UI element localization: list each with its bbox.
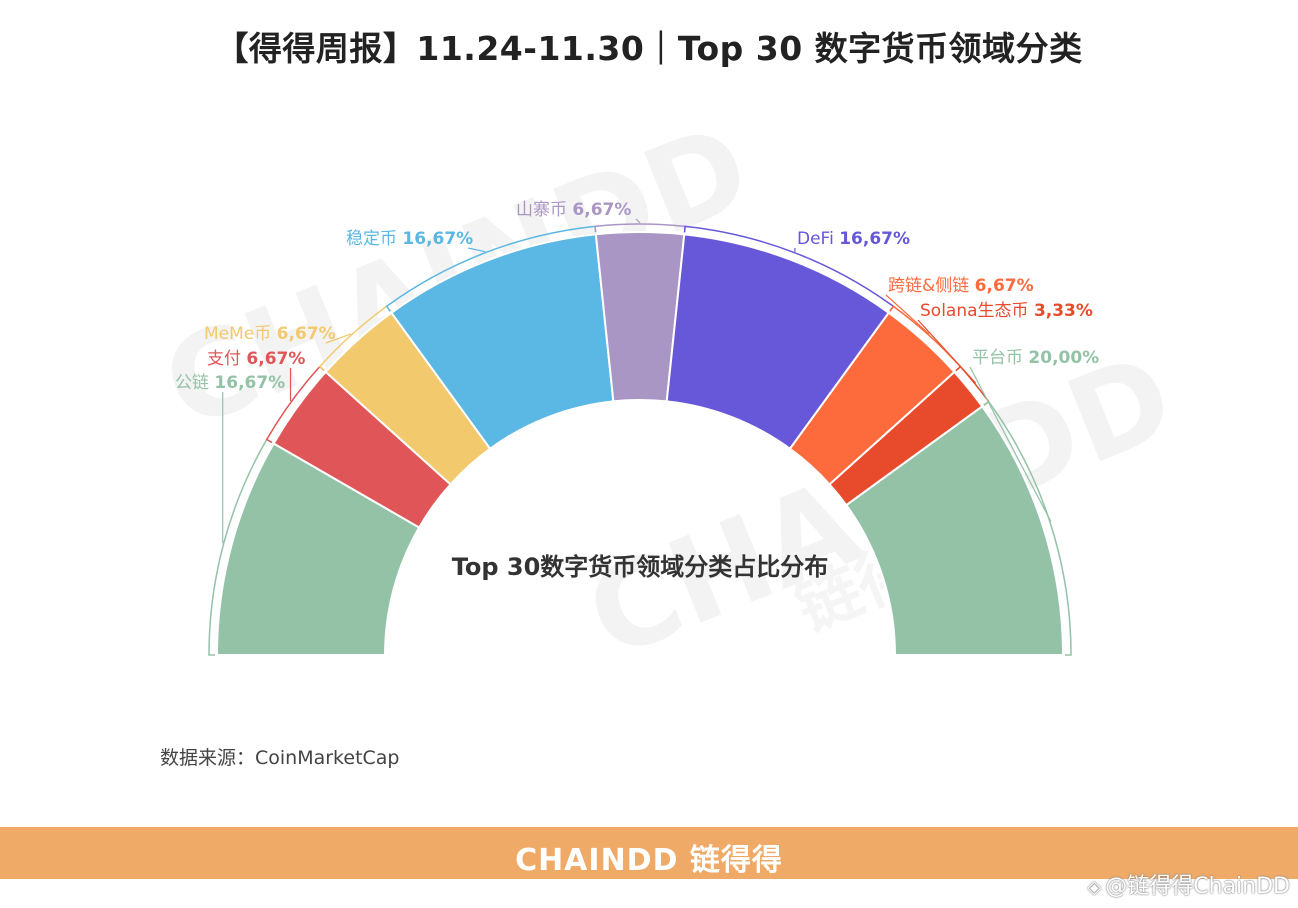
slice-label-value-1: 6,67%	[246, 349, 305, 369]
slice-label-0: 公链 16,67%	[175, 373, 285, 393]
source-note: 数据来源：CoinMarketCap	[160, 747, 400, 769]
slice-label-6: 跨链&侧链 6,67%	[888, 276, 1034, 296]
slice-label-name-3: 稳定币	[346, 229, 402, 249]
credit-watermark: ◈ @链得得ChainDD	[1087, 868, 1290, 900]
slice-bracket-5	[683, 225, 895, 312]
slice-bracket-0	[208, 438, 273, 656]
leader-line-8	[969, 366, 1052, 522]
center-label: Top 30数字货币领域分类占比分布	[452, 553, 829, 581]
leader-line-7	[917, 319, 977, 384]
slice-label-value-6: 6,67%	[975, 276, 1034, 296]
slice-label-name-6: 跨链&侧链	[888, 276, 975, 296]
slice-bracket-3	[385, 225, 597, 312]
slice-label-name-1: 支付	[207, 349, 246, 369]
labels-layer: 公链 16,67%支付 6,67%MeMe币 6,67%稳定币 16,67%山寨…	[175, 200, 1099, 656]
slice-label-name-5: DeFi	[797, 229, 839, 249]
slice-label-value-7: 3,33%	[1034, 301, 1093, 321]
slice-label-value-5: 16,67%	[839, 229, 910, 249]
slice-label-name-0: 公链	[175, 373, 214, 393]
slice-label-name-2: MeMe币	[204, 324, 277, 344]
slice-label-1: 支付 6,67%	[207, 349, 305, 369]
page-title: 【得得周报】11.24-11.30｜Top 30 数字货币领域分类	[215, 29, 1083, 68]
slice-label-5: DeFi 16,67%	[797, 229, 910, 249]
credit-text: @链得得ChainDD	[1105, 874, 1290, 899]
slice-bracket-8	[983, 400, 1072, 656]
slice-label-name-7: Solana生态币	[920, 301, 1034, 321]
footer-logo: CHAINDD 链得得	[515, 843, 783, 878]
slice-label-8: 平台币 20,00%	[972, 348, 1099, 368]
slice-label-value-2: 6,67%	[277, 324, 336, 344]
slices-layer	[215, 231, 1065, 656]
slice-label-2: MeMe币 6,67%	[204, 324, 336, 344]
slice-label-4: 山寨币 6,67%	[516, 200, 631, 220]
slice-label-7: Solana生态币 3,33%	[920, 301, 1093, 321]
leader-line-6	[885, 294, 930, 335]
slice-label-3: 稳定币 16,67%	[346, 229, 473, 249]
slice-label-value-8: 20,00%	[1028, 348, 1099, 368]
binance-diamond-icon: ◈	[1087, 877, 1102, 898]
slice-label-value-4: 6,67%	[572, 200, 631, 220]
slice-label-name-4: 山寨币	[516, 200, 572, 220]
leader-line-4	[635, 218, 641, 224]
slice-label-value-0: 16,67%	[214, 373, 285, 393]
leader-line-3	[467, 247, 486, 253]
leader-line-2	[325, 333, 352, 344]
footer-banner: CHAINDD 链得得	[0, 827, 1298, 879]
slice-label-value-3: 16,67%	[402, 229, 473, 249]
slice-8	[844, 405, 1065, 656]
slice-label-name-8: 平台币	[972, 348, 1028, 368]
